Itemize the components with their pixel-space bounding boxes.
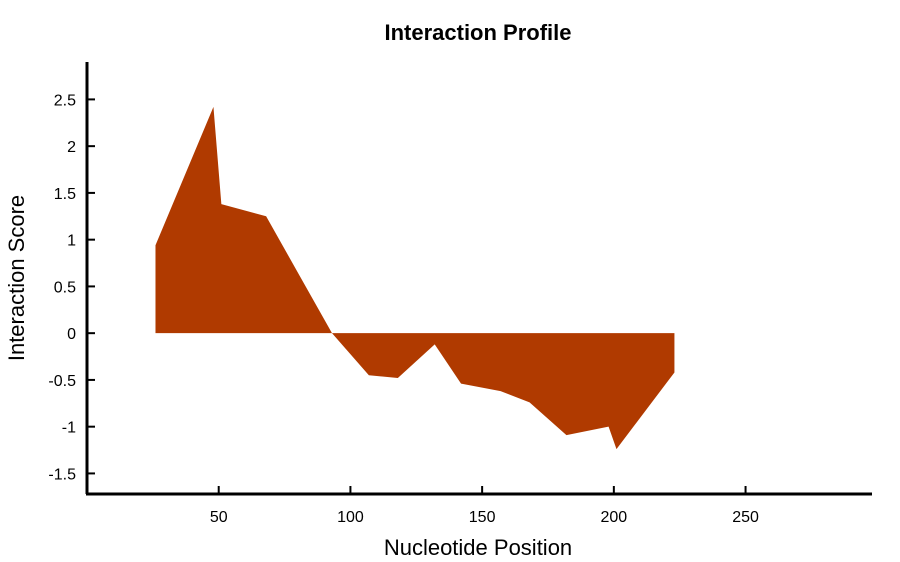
area-series	[155, 106, 675, 450]
x-tick-label: 50	[210, 509, 228, 526]
x-tick-label: 150	[469, 509, 496, 526]
y-tick-label: -1	[62, 420, 76, 437]
y-axis-label: Interaction Score	[4, 195, 29, 361]
y-tick-label: 2.5	[54, 92, 76, 109]
y-tick-label: 0	[67, 326, 76, 343]
x-axis-label: Nucleotide Position	[384, 535, 572, 560]
y-tick-label: 0.5	[54, 279, 76, 296]
y-tick-label: 1	[67, 233, 76, 250]
x-ticks: 50 100 150 200 250	[210, 486, 759, 526]
x-tick-label: 250	[732, 509, 759, 526]
y-tick-label: -0.5	[48, 373, 76, 390]
plot-area	[155, 106, 675, 450]
chart-title: Interaction Profile	[384, 20, 571, 45]
axes	[85, 62, 872, 496]
y-tick-label: 2	[67, 139, 76, 156]
x-tick-label: 100	[337, 509, 364, 526]
y-tick-label: 1.5	[54, 186, 76, 203]
x-tick-label: 200	[600, 509, 627, 526]
y-ticks: 2.5 2 1.5 1 0.5 0 -0.5 -1 -1.5	[48, 92, 95, 483]
y-tick-label: -1.5	[48, 466, 76, 483]
